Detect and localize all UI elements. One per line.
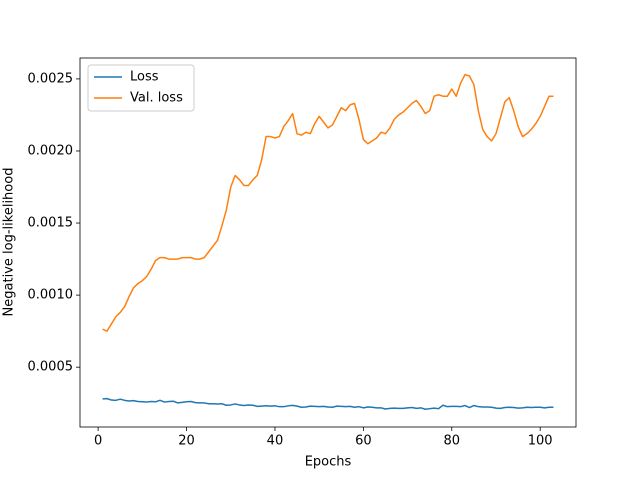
x-tick-label: 0: [94, 434, 102, 449]
line-series: [102, 73, 554, 332]
y-tick-label: 0.0005: [28, 360, 74, 375]
legend-label: Val. loss: [130, 91, 183, 106]
y-tick-label: 0.0020: [28, 143, 74, 158]
x-axis-label: Epochs: [305, 455, 352, 470]
legend-label: Loss: [130, 70, 159, 85]
x-tick-label: 60: [355, 434, 372, 449]
y-tick-label: 0.0025: [28, 71, 74, 86]
y-axis-label: Negative log-likelihood: [2, 168, 17, 317]
x-tick-label: 100: [528, 434, 553, 449]
plot-frame: [79, 57, 577, 428]
x-tick-label: 40: [267, 434, 284, 449]
y-tick-label: 0.0015: [28, 216, 74, 231]
x-tick-label: 80: [444, 434, 461, 449]
line-series: [102, 397, 554, 411]
x-tick-label: 20: [178, 434, 195, 449]
y-tick-label: 0.0010: [28, 288, 74, 303]
